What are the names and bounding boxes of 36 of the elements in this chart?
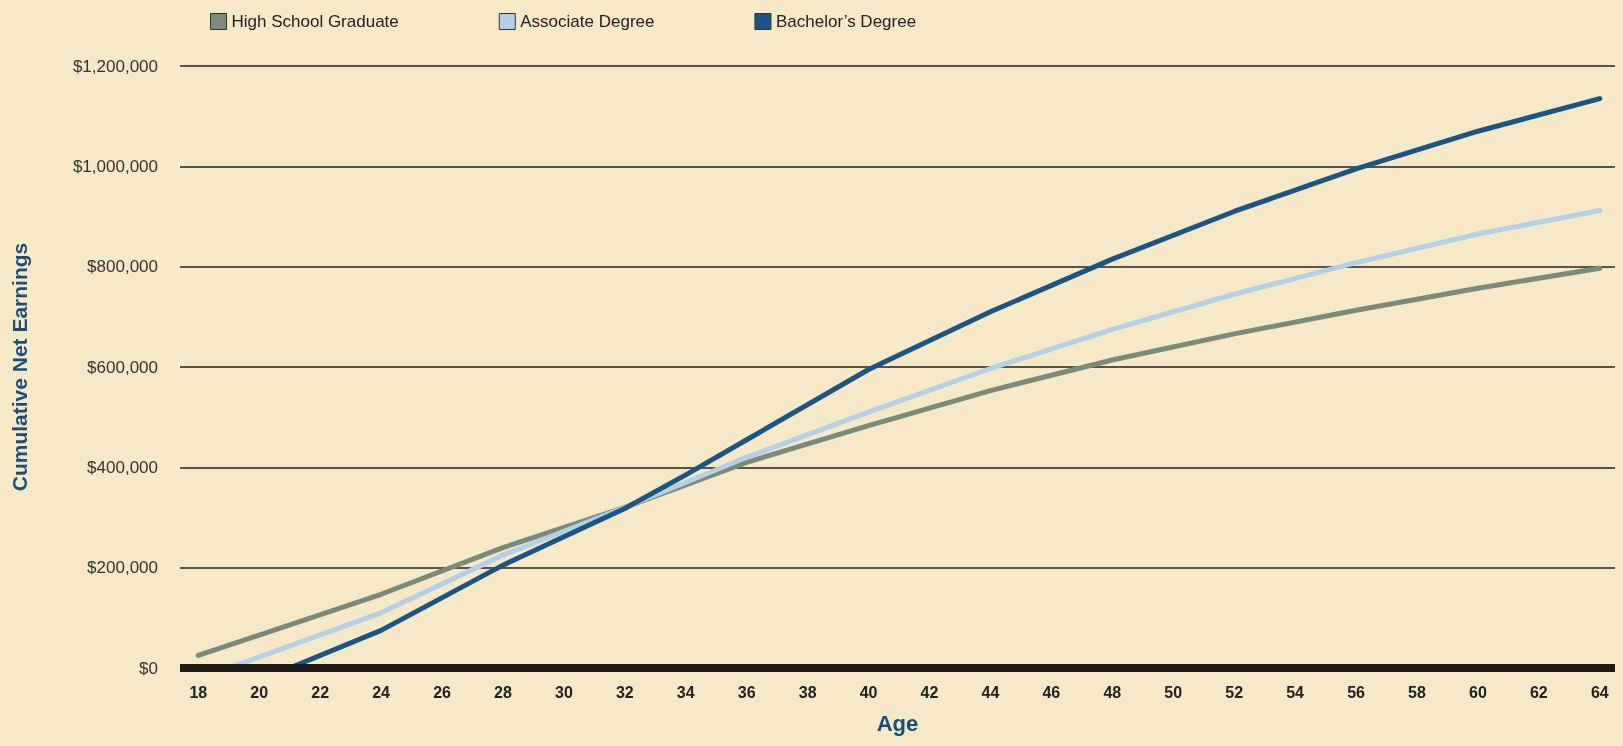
x-tick-label: 64 [1590, 683, 1609, 701]
x-tick-label: 38 [798, 683, 817, 701]
y-tick-label: $400,000 [87, 457, 158, 477]
x-tick-label: 44 [981, 683, 1000, 701]
x-tick-label: 42 [920, 683, 939, 701]
y-tick-label: $1,000,000 [72, 156, 158, 176]
x-tick-label: 18 [189, 683, 208, 701]
x-tick-label: 46 [1042, 683, 1061, 701]
legend-label: Associate Degree [520, 12, 655, 31]
x-tick-label: 48 [1103, 683, 1122, 701]
x-tick-label: 34 [676, 683, 695, 701]
x-tick-label: 50 [1164, 683, 1183, 701]
y-tick-label: $0 [139, 658, 158, 678]
legend-label: Bachelor’s Degree [775, 12, 917, 31]
y-axis-title: Cumulative Net Earnings [8, 242, 31, 492]
y-tick-label: $600,000 [87, 357, 158, 377]
x-tick-label: 40 [859, 683, 878, 701]
x-tick-label: 62 [1529, 683, 1548, 701]
y-tick-label: $200,000 [87, 558, 158, 578]
x-tick-label: 30 [554, 683, 573, 701]
x-tick-label: 28 [494, 683, 512, 701]
y-tick-label: $1,200,000 [72, 56, 158, 76]
x-axis-title: Age [876, 710, 919, 736]
x-tick-label: 56 [1347, 683, 1366, 701]
x-tick-label: 24 [372, 683, 391, 701]
x-tick-label: 32 [615, 683, 634, 701]
x-tick-label: 52 [1225, 683, 1244, 701]
x-tick-label: 60 [1469, 683, 1487, 701]
x-tick-label: 20 [250, 683, 269, 701]
x-tick-label: 54 [1286, 683, 1305, 701]
y-tick-label: $800,000 [87, 257, 158, 277]
x-tick-label: 36 [737, 683, 756, 701]
x-tick-label: 58 [1408, 683, 1426, 701]
x-tick-label: 22 [311, 683, 330, 701]
legend-label: High School Graduate [231, 12, 399, 31]
x-tick-label: 26 [433, 683, 452, 701]
